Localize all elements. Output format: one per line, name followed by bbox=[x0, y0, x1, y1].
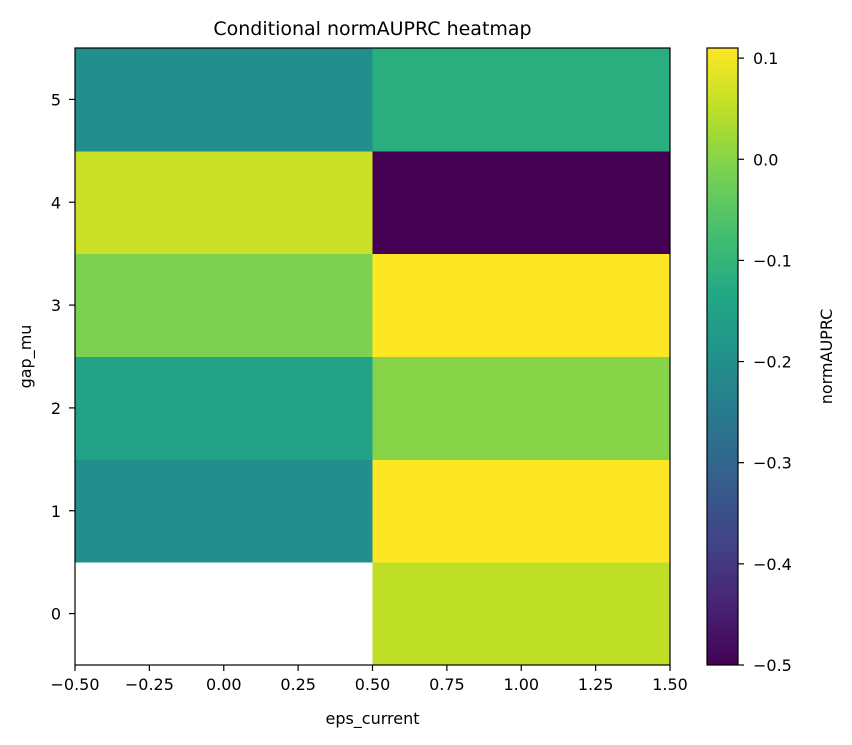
heatmap-cell bbox=[372, 562, 671, 666]
x-tick-label: 1.25 bbox=[578, 675, 614, 694]
colorbar-axis: 0.1 0.0 −0.1 −0.2 −0.3 −0.4 −0.5 bbox=[738, 49, 792, 675]
y-axis: 0 1 2 3 4 5 bbox=[51, 90, 75, 624]
colorbar-tick-label: 0.1 bbox=[753, 49, 778, 68]
heatmap-cell bbox=[75, 253, 373, 357]
y-tick-label: 0 bbox=[51, 605, 61, 624]
heatmap-cell bbox=[75, 562, 373, 666]
x-tick-label: −0.50 bbox=[50, 675, 99, 694]
heatmap-cell bbox=[75, 356, 373, 460]
x-tick-label: 1.50 bbox=[652, 675, 688, 694]
x-tick-label: 0.50 bbox=[355, 675, 391, 694]
heatmap-cell bbox=[372, 253, 671, 357]
colorbar-tick-label: −0.2 bbox=[753, 353, 792, 372]
heatmap-cell bbox=[372, 356, 671, 460]
x-axis: −0.50 −0.25 0.00 0.25 0.50 0.75 1.00 1.25 1.50 bbox=[50, 665, 688, 694]
colorbar-label: normAUPRC bbox=[817, 309, 836, 405]
heatmap-cell bbox=[372, 48, 671, 152]
heatmap-cell bbox=[372, 459, 671, 563]
colorbar-tick-label: −0.1 bbox=[753, 251, 792, 270]
colorbar-tick-label: −0.4 bbox=[753, 555, 792, 574]
y-tick-label: 1 bbox=[51, 502, 61, 521]
x-tick-label: 0.75 bbox=[429, 675, 465, 694]
heatmap-cell bbox=[372, 150, 671, 255]
y-tick-label: 4 bbox=[51, 193, 61, 212]
heatmap-cell bbox=[75, 48, 373, 152]
colorbar bbox=[706, 47, 739, 666]
chart-title: Conditional normAUPRC heatmap bbox=[213, 18, 531, 40]
x-tick-label: 0.00 bbox=[206, 675, 242, 694]
colorbar-tick-label: −0.3 bbox=[753, 454, 792, 473]
x-tick-label: 0.25 bbox=[280, 675, 316, 694]
y-axis-label: gap_mu bbox=[16, 325, 36, 389]
y-tick-label: 2 bbox=[51, 399, 61, 418]
x-tick-label: −0.25 bbox=[125, 675, 174, 694]
heatmap-cells bbox=[75, 48, 671, 666]
colorbar-tick-label: −0.5 bbox=[753, 656, 792, 675]
x-axis-label: eps_current bbox=[325, 709, 419, 729]
heatmap-cell bbox=[75, 150, 373, 255]
heatmap-cell bbox=[75, 459, 373, 563]
y-tick-label: 3 bbox=[51, 296, 61, 315]
colorbar-tick-label: 0.0 bbox=[753, 150, 778, 169]
x-tick-label: 1.00 bbox=[503, 675, 539, 694]
y-tick-label: 5 bbox=[51, 90, 61, 109]
